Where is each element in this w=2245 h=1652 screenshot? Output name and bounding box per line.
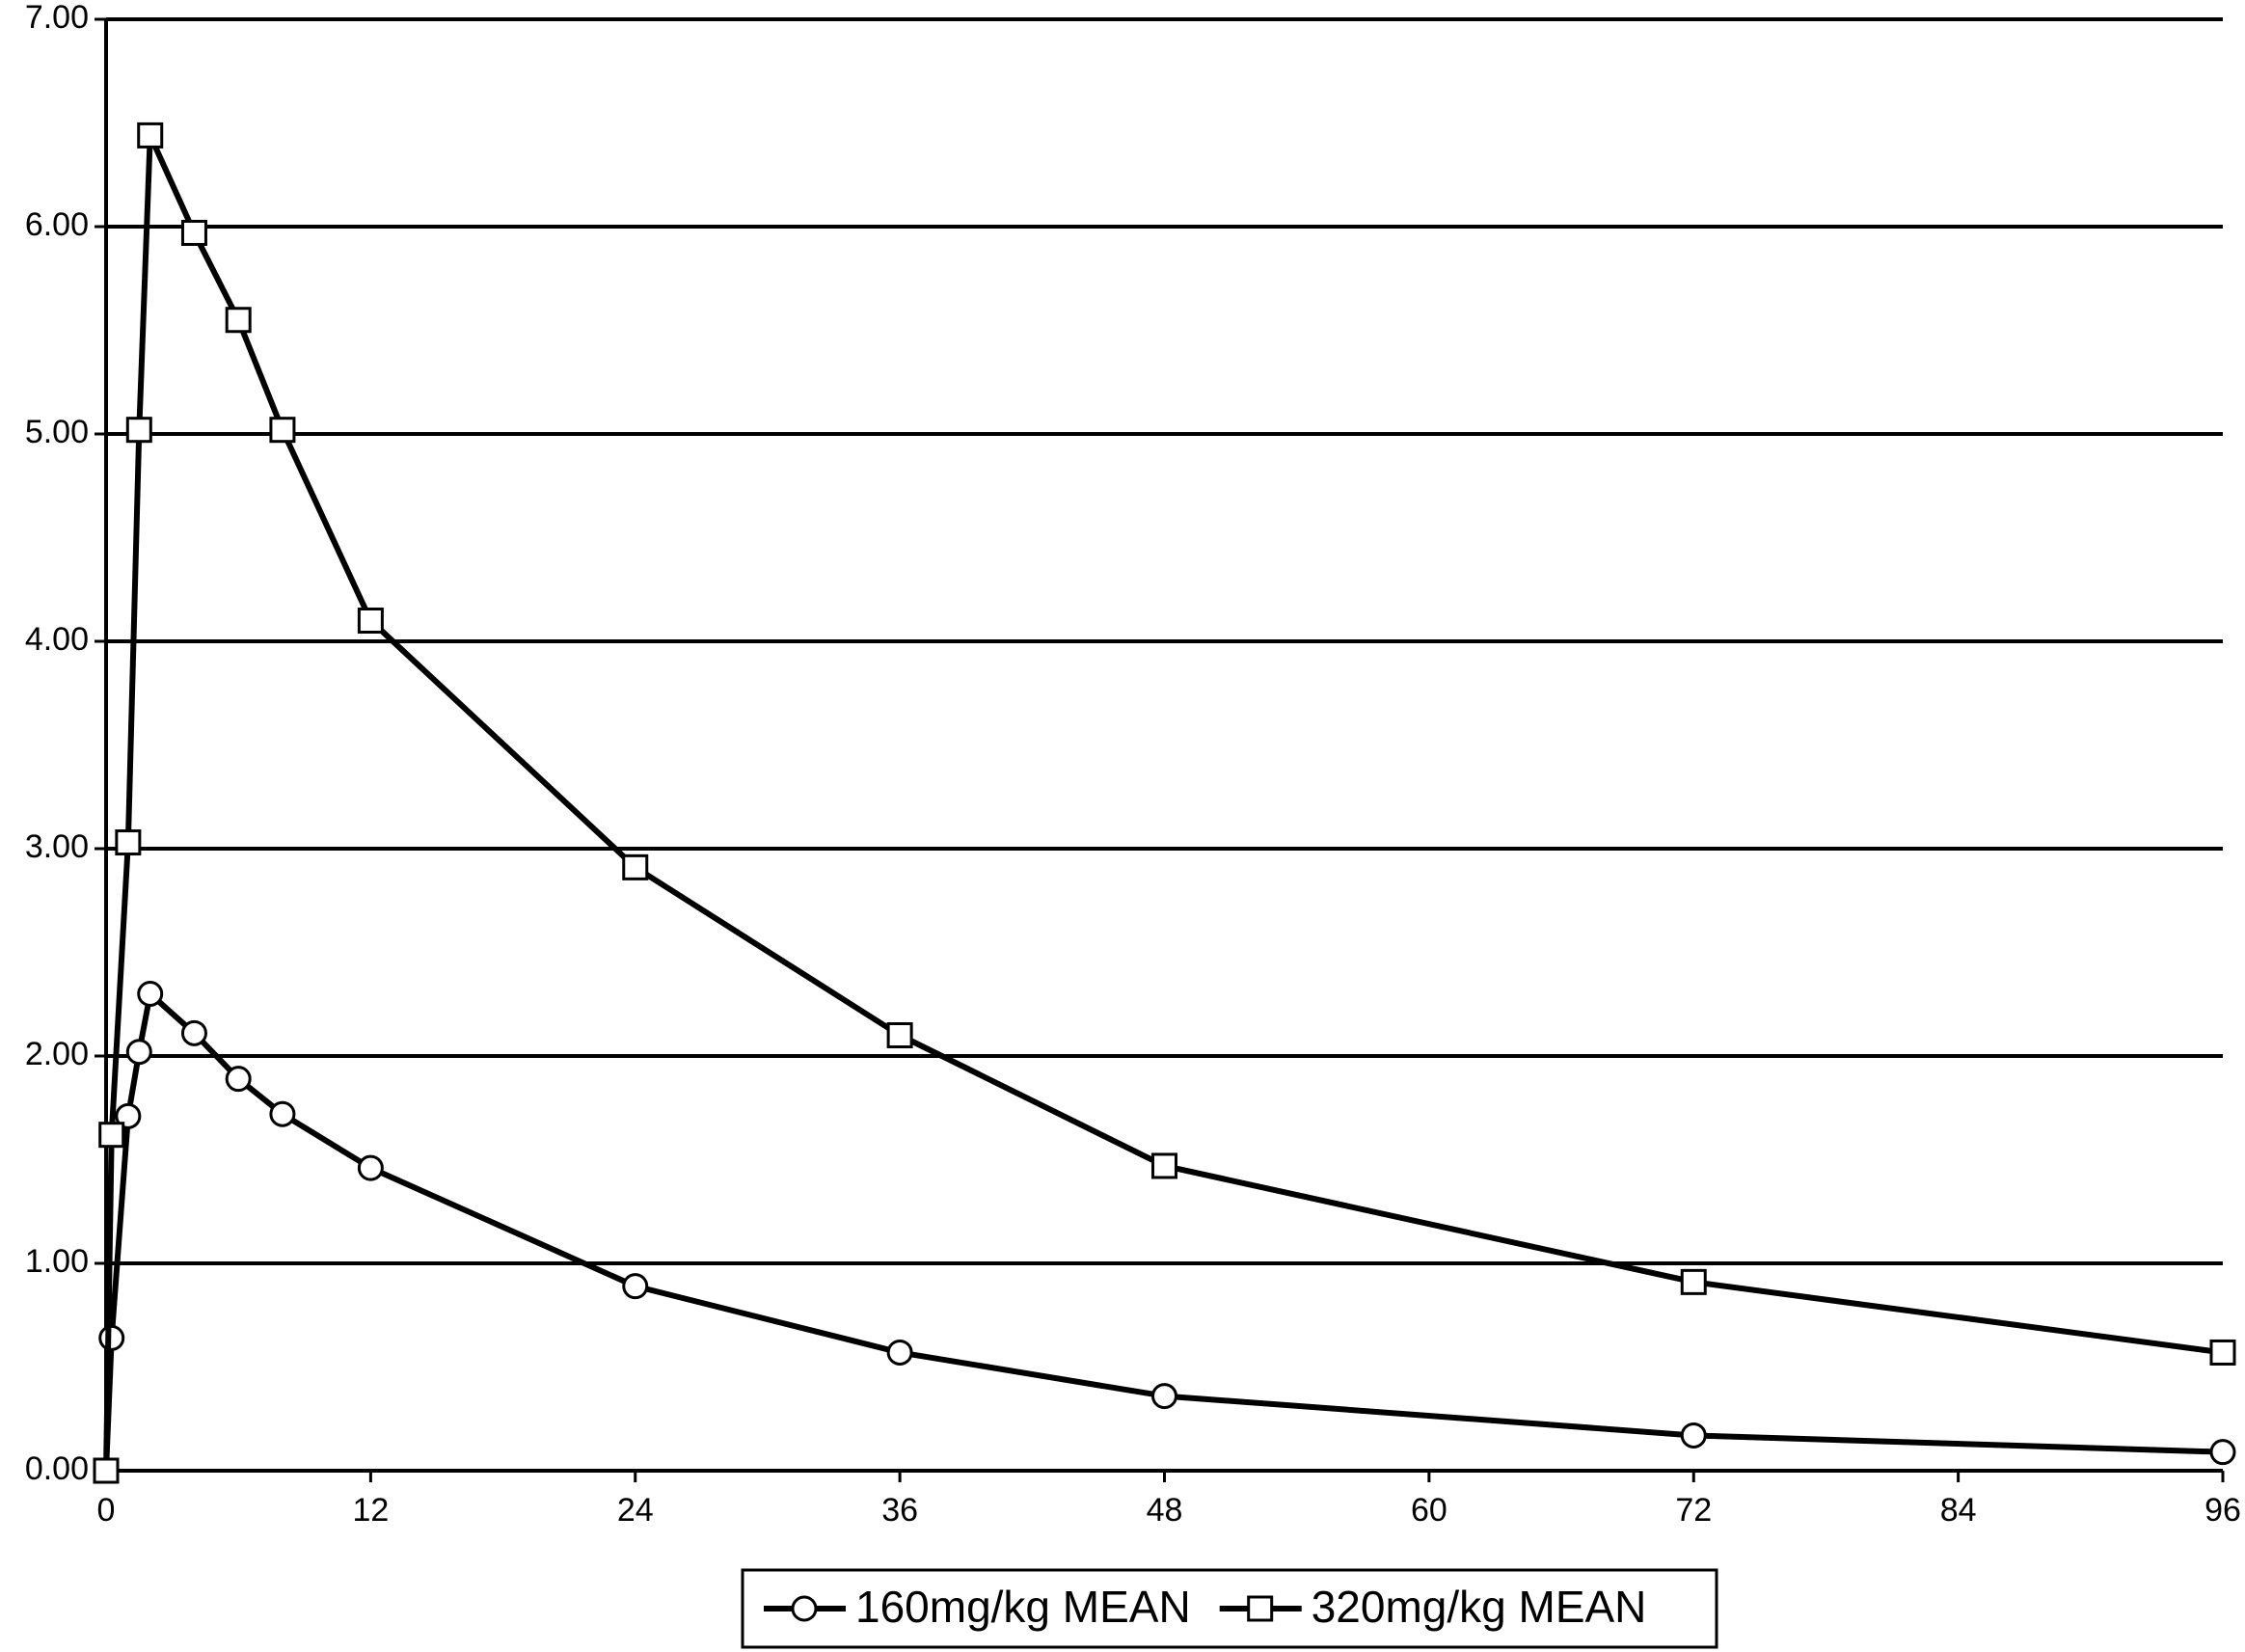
legend-label: 320mg/kg MEAN bbox=[1312, 1582, 1647, 1632]
data-point bbox=[137, 981, 164, 1007]
legend-box bbox=[741, 1568, 1718, 1649]
data-point bbox=[269, 1100, 296, 1127]
data-point bbox=[93, 1457, 120, 1484]
x-tick-label: 96 bbox=[2204, 1492, 2241, 1529]
data-point bbox=[357, 608, 384, 634]
data-point bbox=[2209, 1439, 2236, 1466]
legend-marker bbox=[1247, 1595, 1274, 1622]
series-line bbox=[103, 132, 2224, 1472]
data-point bbox=[115, 829, 142, 856]
data-point bbox=[137, 122, 164, 149]
y-tick-label: 0.00 bbox=[25, 1450, 89, 1487]
data-point bbox=[622, 853, 649, 880]
legend-item: 160mg/kg MEAN bbox=[764, 1582, 1191, 1632]
y-tick-label: 3.00 bbox=[25, 828, 89, 865]
x-tick-label: 36 bbox=[881, 1492, 918, 1529]
axes: 0.00 1.00 2.00 3.00 4.00 5.00 6.00 7.00 0 12 24 36 4… bbox=[25, 0, 2241, 1529]
data-point bbox=[886, 1022, 913, 1048]
data-point bbox=[1151, 1383, 1177, 1410]
x-tick-label: 0 bbox=[97, 1492, 116, 1529]
y-tick-label: 6.00 bbox=[25, 206, 89, 243]
data-point bbox=[125, 417, 152, 444]
data-point bbox=[125, 1039, 152, 1066]
y-tick-label: 5.00 bbox=[25, 414, 89, 450]
y-tick-label: 2.00 bbox=[25, 1036, 89, 1072]
legend-item: 320mg/kg MEAN bbox=[1219, 1582, 1647, 1632]
x-tick-label: 12 bbox=[352, 1492, 389, 1529]
x-tick-label: 60 bbox=[1411, 1492, 1447, 1529]
y-tick-label: 1.00 bbox=[25, 1243, 89, 1280]
data-point bbox=[225, 1066, 252, 1093]
data-point bbox=[180, 219, 207, 246]
data-point bbox=[180, 1019, 207, 1046]
series-layer bbox=[93, 122, 2236, 1484]
series-square bbox=[93, 122, 2236, 1484]
legend-marker bbox=[791, 1595, 818, 1622]
x-tick-label: 72 bbox=[1675, 1492, 1712, 1529]
data-point bbox=[225, 307, 252, 334]
y-tick-label: 7.00 bbox=[25, 0, 89, 36]
data-point bbox=[1680, 1422, 1707, 1449]
data-point bbox=[886, 1339, 913, 1366]
data-point bbox=[357, 1154, 384, 1181]
data-point bbox=[622, 1273, 649, 1300]
data-point bbox=[98, 1324, 125, 1351]
data-point bbox=[1151, 1152, 1177, 1179]
gridlines bbox=[106, 17, 2223, 1265]
data-point bbox=[1680, 1268, 1707, 1295]
x-tick-label: 24 bbox=[617, 1492, 654, 1529]
y-tick-label: 4.00 bbox=[25, 621, 89, 658]
legend-label: 160mg/kg MEAN bbox=[855, 1582, 1191, 1632]
legend: 160mg/kg MEAN 320mg/kg MEAN bbox=[741, 1568, 1718, 1649]
x-tick-label: 84 bbox=[1940, 1492, 1977, 1529]
data-point bbox=[2209, 1339, 2236, 1366]
data-point bbox=[98, 1122, 125, 1149]
data-point bbox=[269, 417, 296, 444]
x-tick-label: 48 bbox=[1147, 1492, 1183, 1529]
